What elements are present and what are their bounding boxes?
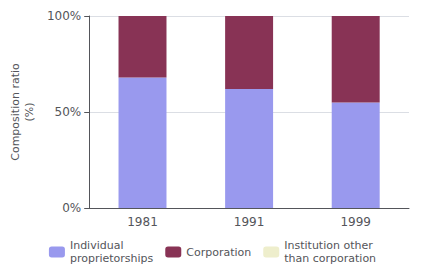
svg-text:1999: 1999 [340, 215, 371, 229]
svg-text:100%: 100% [47, 9, 81, 23]
svg-text:50%: 50% [55, 105, 82, 119]
svg-text:0%: 0% [62, 201, 81, 215]
svg-text:Individual: Individual [70, 239, 124, 252]
svg-text:(%): (%) [23, 102, 36, 121]
svg-text:Institution other: Institution other [284, 239, 373, 252]
svg-text:than corporation: than corporation [284, 252, 376, 265]
svg-text:Composition ratio: Composition ratio [9, 63, 22, 161]
svg-text:Corporation: Corporation [186, 246, 251, 259]
svg-text:1981: 1981 [127, 215, 158, 229]
svg-text:proprietorships: proprietorships [70, 252, 154, 265]
svg-text:1991: 1991 [234, 215, 265, 229]
